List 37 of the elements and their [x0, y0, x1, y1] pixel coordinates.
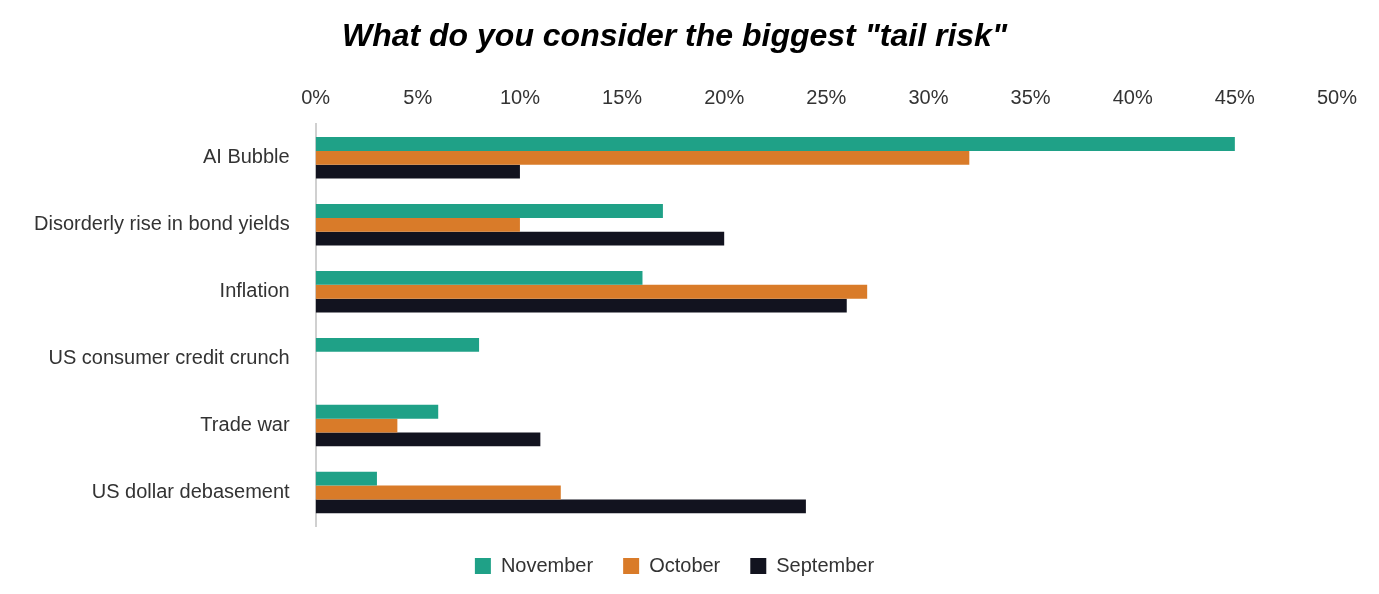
x-tick-label: 10% [499, 85, 541, 108]
legend-label: September [776, 553, 875, 576]
x-tick-label: 0% [301, 85, 331, 108]
bar [315, 137, 1235, 151]
x-tick-label: 20% [704, 85, 745, 108]
bar [315, 150, 970, 165]
x-tick-label: 30% [908, 85, 949, 108]
y-tick-label: Disorderly rise in bond yields [33, 212, 290, 235]
y-tick-label: US consumer credit crunch [48, 346, 290, 369]
chart-title: What do you consider the biggest "tail risk" [341, 17, 1008, 54]
x-tick-label: 15% [602, 85, 643, 108]
y-tick-label: AI Bubble [202, 145, 290, 168]
x-tick-label: 5% [403, 85, 433, 108]
bar [315, 471, 377, 486]
bar [315, 284, 868, 299]
bar [315, 164, 520, 179]
bar [315, 217, 520, 232]
x-tick-label: 45% [1214, 85, 1256, 108]
bar [315, 499, 806, 514]
bar [315, 404, 439, 419]
x-tick-label: 40% [1112, 85, 1153, 108]
bar [315, 231, 725, 246]
x-tick-label: 35% [1010, 85, 1051, 108]
bar [315, 485, 561, 500]
bar [315, 270, 643, 285]
bar [315, 298, 847, 313]
y-tick-label: US dollar debasement [91, 480, 291, 503]
bar [315, 418, 398, 433]
y-tick-label: Trade war [200, 413, 290, 436]
bar [315, 337, 480, 352]
x-tick-label: 50% [1316, 85, 1358, 108]
x-tick-label: 25% [806, 85, 847, 108]
bar [315, 432, 541, 447]
legend-label: November [500, 553, 594, 576]
bar [315, 204, 663, 218]
y-tick-label: Inflation [219, 279, 290, 302]
legend-label: October [649, 553, 721, 576]
